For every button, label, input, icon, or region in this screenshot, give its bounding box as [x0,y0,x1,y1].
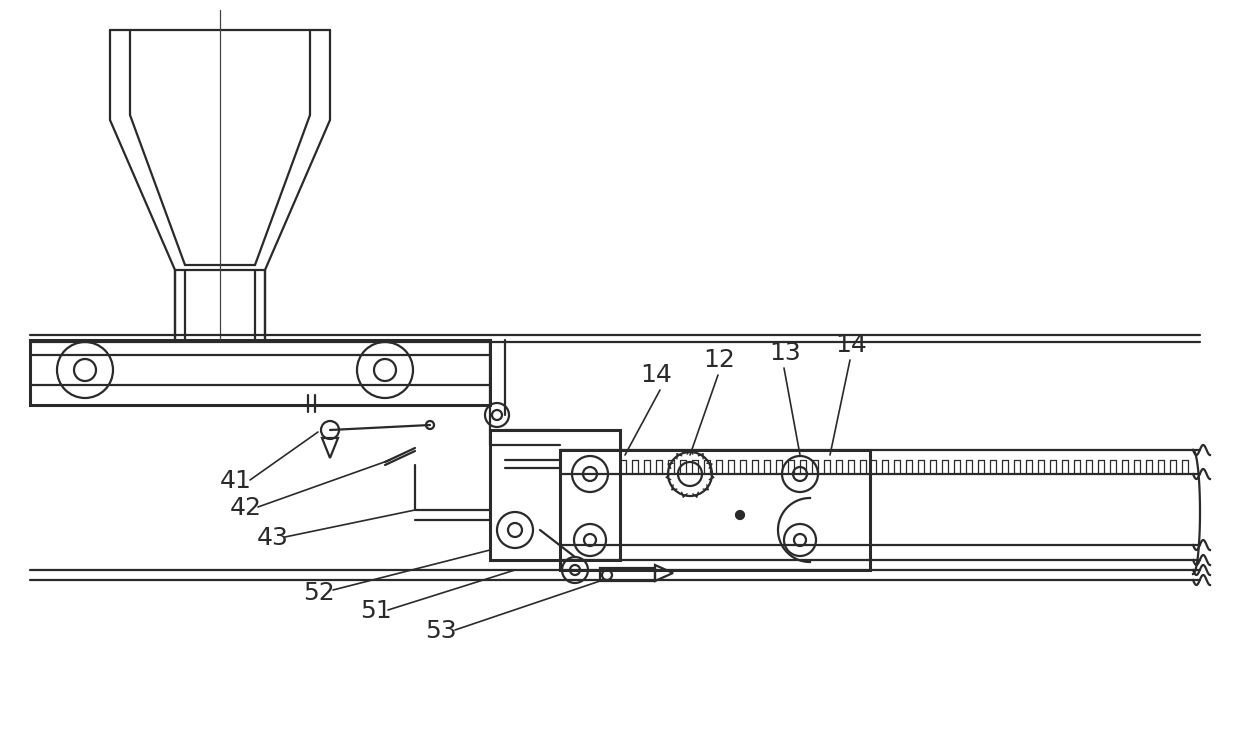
Bar [560,450,870,570]
Text: 13: 13 [769,341,801,365]
Bar [600,568,655,581]
Text: 41: 41 [219,469,252,493]
Text: 52: 52 [303,581,335,605]
Text: 42: 42 [229,496,262,520]
Text: 14: 14 [640,363,672,387]
Bar [30,340,490,405]
Circle shape [737,511,744,519]
Text: 14: 14 [835,333,867,357]
Bar [490,430,620,560]
Text: 51: 51 [360,599,392,623]
Text: 53: 53 [425,619,456,643]
Text: 12: 12 [703,348,735,372]
Text: 43: 43 [257,526,289,550]
